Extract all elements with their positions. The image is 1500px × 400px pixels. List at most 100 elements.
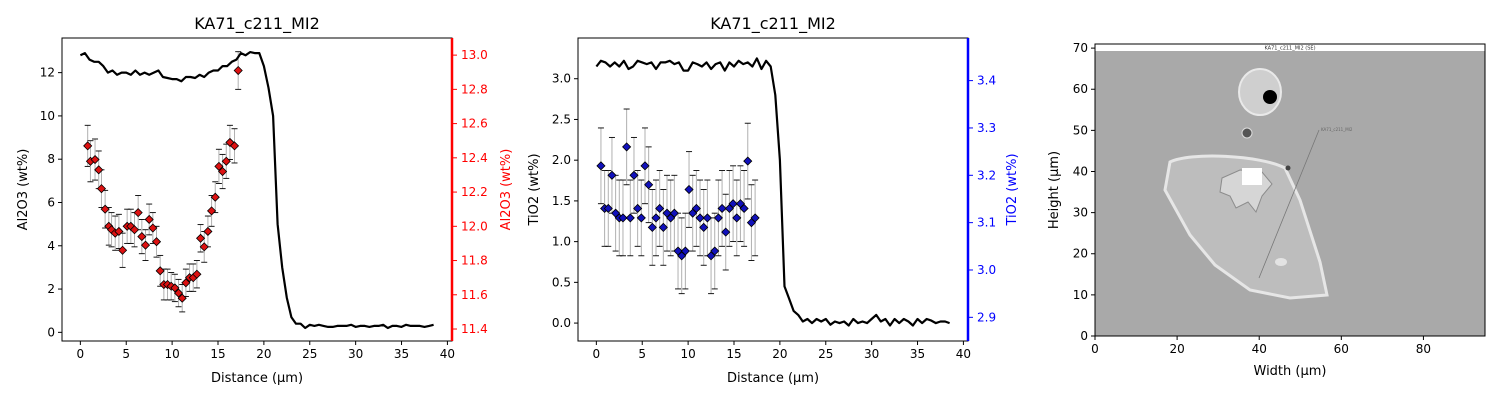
data-point bbox=[629, 170, 639, 180]
data-point bbox=[210, 192, 220, 202]
tio2-profile-chart: KA71_c211_MI2 0 5 10 15 20 25 30 35 40 0.0 0.5 1.0… bbox=[527, 14, 1020, 386]
profile-label: KA71_c211_MI2 bbox=[1321, 127, 1353, 132]
x-tick-label: 40 bbox=[1252, 342, 1267, 356]
y-axis-label-left: Al2O3 (wt%) bbox=[16, 149, 31, 231]
x-tick-label: 25 bbox=[302, 347, 317, 361]
y-tick-label: 1.5 bbox=[552, 194, 571, 208]
data-point bbox=[117, 245, 128, 255]
data-point bbox=[229, 141, 240, 151]
y-tick-label: 10 bbox=[40, 109, 55, 123]
image-header-label: KA71_c211_MI2 (SE) bbox=[1264, 46, 1315, 52]
y-tick-label: 50 bbox=[1073, 123, 1088, 137]
data-point bbox=[640, 161, 650, 171]
x-axis-label: Width (µm) bbox=[1254, 364, 1327, 379]
profile-line bbox=[595, 57, 950, 327]
x-tick-label: 20 bbox=[772, 347, 787, 361]
data-point bbox=[680, 246, 690, 256]
y-axis: 0 10 20 30 40 50 60 70 bbox=[1073, 41, 1095, 343]
data-point bbox=[90, 154, 100, 165]
bright-inclusion bbox=[1242, 168, 1262, 185]
data-point bbox=[603, 203, 613, 214]
data-point bbox=[195, 233, 206, 243]
data-point bbox=[144, 214, 154, 225]
x-tick-label: 35 bbox=[394, 347, 409, 361]
x-axis: 0 5 10 15 20 25 30 35 40 bbox=[77, 341, 455, 361]
x-tick-label: 0 bbox=[593, 347, 601, 361]
data-point bbox=[625, 213, 635, 223]
y-tick-label: 2.0 bbox=[552, 153, 571, 167]
y-right-tick-label: 2.9 bbox=[977, 310, 996, 324]
data-point bbox=[100, 204, 110, 214]
x-tick-label: 20 bbox=[1169, 342, 1184, 356]
vesicle-dark bbox=[1263, 90, 1277, 104]
data-point bbox=[137, 232, 147, 242]
y-axis-label-left: TiO2 (wt%) bbox=[527, 153, 542, 226]
y-tick-label: 20 bbox=[1073, 247, 1088, 261]
y-right-tick-label: 3.4 bbox=[977, 74, 996, 88]
y-tick-label: 0.0 bbox=[552, 316, 571, 330]
y-right-tick-label: 13.0 bbox=[461, 48, 488, 62]
vesicle-tiny bbox=[1285, 165, 1291, 171]
x-tick-label: 5 bbox=[638, 347, 646, 361]
y-tick-label: 0.5 bbox=[552, 275, 571, 289]
data-point bbox=[622, 142, 632, 152]
data-point bbox=[732, 213, 742, 223]
x-tick-label: 35 bbox=[910, 347, 925, 361]
y-tick-label: 0 bbox=[47, 325, 55, 339]
y-right-tick-label: 11.8 bbox=[461, 254, 488, 268]
x-tick-label: 5 bbox=[122, 347, 130, 361]
data-point bbox=[192, 269, 202, 279]
data-point bbox=[181, 278, 191, 288]
data-point bbox=[739, 203, 749, 214]
x-tick-label: 0 bbox=[77, 347, 85, 361]
y-right-tick-label: 12.2 bbox=[461, 185, 488, 199]
data-point bbox=[148, 223, 158, 233]
x-tick-label: 60 bbox=[1334, 342, 1349, 356]
data-point bbox=[607, 170, 617, 180]
y-tick-label: 8 bbox=[47, 152, 55, 166]
data-point bbox=[750, 213, 760, 223]
x-tick-label: 25 bbox=[818, 347, 833, 361]
x-axis: 0 5 10 15 20 25 30 35 40 bbox=[593, 341, 971, 361]
data-point bbox=[713, 213, 723, 223]
data-point bbox=[699, 222, 709, 232]
data-point bbox=[207, 206, 217, 216]
data-point bbox=[691, 203, 701, 214]
y-right-tick-label: 11.4 bbox=[461, 322, 488, 336]
y-right-tick-label: 12.8 bbox=[461, 82, 488, 96]
x-tick-label: 10 bbox=[680, 347, 695, 361]
data-point bbox=[233, 65, 243, 76]
data-point bbox=[199, 242, 209, 252]
plot-area bbox=[79, 50, 434, 330]
y-tick-label: 2 bbox=[47, 282, 55, 296]
data-point bbox=[133, 208, 143, 218]
image-header-strip bbox=[1095, 44, 1485, 51]
y-right-tick-label: 12.6 bbox=[461, 117, 488, 131]
y-axis-label-right: TiO2 (wt%) bbox=[1005, 153, 1020, 226]
y-right-tick-label: 3.3 bbox=[977, 121, 996, 135]
y-axis-left: 0.0 0.5 1.0 1.5 2.0 2.5 3.0 bbox=[552, 72, 578, 330]
data-point bbox=[83, 141, 93, 151]
y-tick-label: 30 bbox=[1073, 206, 1088, 220]
y-tick-label: 70 bbox=[1073, 41, 1088, 55]
y-tick-label: 4 bbox=[47, 239, 55, 253]
data-point bbox=[203, 226, 213, 237]
data-point bbox=[618, 213, 628, 223]
y-axis-right: 11.4 11.6 11.8 12.0 12.2 12.4 12.6 12.8 13.0 bbox=[452, 48, 488, 336]
x-tick-label: 0 bbox=[1091, 342, 1099, 356]
data-point bbox=[636, 213, 646, 223]
x-tick-label: 80 bbox=[1416, 342, 1431, 356]
plot-area bbox=[595, 57, 950, 327]
y-tick-label: 60 bbox=[1073, 82, 1088, 96]
data-point bbox=[728, 199, 738, 209]
data-point bbox=[155, 266, 165, 276]
data-point bbox=[173, 288, 184, 298]
data-point bbox=[702, 213, 712, 223]
y-tick-label: 2.5 bbox=[552, 112, 571, 126]
chart-title: KA71_c211_MI2 bbox=[194, 14, 320, 34]
x-tick-label: 15 bbox=[726, 347, 741, 361]
data-point bbox=[94, 165, 104, 175]
data-point bbox=[221, 156, 231, 166]
y-right-tick-label: 3.1 bbox=[977, 216, 996, 230]
sem-image: KA71_c211_MI2 (SE) KA71_c211_MI2 bbox=[1095, 44, 1485, 336]
